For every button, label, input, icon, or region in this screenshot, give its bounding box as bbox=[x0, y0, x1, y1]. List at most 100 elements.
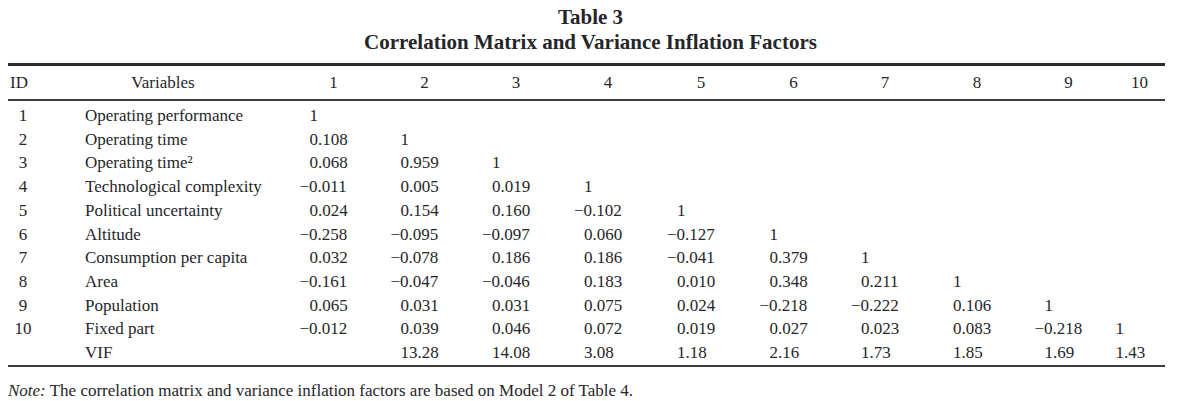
value: 0.154 bbox=[401, 199, 449, 223]
value-cell: 0.072 bbox=[562, 317, 654, 341]
value: 0.072 bbox=[584, 317, 632, 341]
value: 1.69 bbox=[1045, 341, 1093, 365]
value: 0.160 bbox=[492, 199, 540, 223]
value-cell bbox=[1023, 128, 1114, 152]
value-cell bbox=[1023, 175, 1114, 199]
value-cell bbox=[562, 151, 654, 175]
value-cell: 0.106 bbox=[931, 294, 1023, 318]
value-cell: 1.85 bbox=[931, 341, 1023, 366]
variable-name-cell: Consumption per capita bbox=[38, 246, 288, 270]
table-row-vif: VIF13.2814.083.081.182.161.731.851.691.4… bbox=[8, 341, 1165, 366]
value-cell: 1.73 bbox=[839, 341, 931, 366]
value-cell bbox=[931, 246, 1023, 270]
table-row-6: 6Altitude−0.258−0.095−0.0970.060−0.1271 bbox=[8, 223, 1165, 247]
col-header-3: 3 bbox=[470, 65, 562, 101]
value-cell: 0.959 bbox=[379, 151, 470, 175]
value-cell: 1 bbox=[1023, 294, 1114, 318]
col-header-10: 10 bbox=[1114, 65, 1165, 101]
value: 0.046 bbox=[492, 317, 540, 341]
value-cell bbox=[839, 128, 931, 152]
variable-name-cell: Altitude bbox=[38, 223, 288, 247]
table-row-4: 4Technological complexity−0.0110.0050.01… bbox=[8, 175, 1165, 199]
value: 0.005 bbox=[401, 175, 449, 199]
value-cell bbox=[379, 100, 470, 128]
value-cell: 1 bbox=[748, 223, 839, 247]
note-text: The correlation matrix and variance infl… bbox=[46, 381, 633, 400]
value: 1 bbox=[861, 246, 909, 270]
table-row-9: 9Population0.0650.0310.0310.0750.024−0.2… bbox=[8, 294, 1165, 318]
value-cell bbox=[1114, 151, 1165, 175]
value: 1.73 bbox=[861, 341, 909, 365]
value-cell bbox=[1114, 270, 1165, 294]
value: −0.046 bbox=[492, 270, 540, 294]
value-cell bbox=[1114, 223, 1165, 247]
value-cell: −0.095 bbox=[379, 223, 470, 247]
value: −0.218 bbox=[1045, 317, 1093, 341]
value-cell bbox=[1114, 100, 1165, 128]
variable-name-cell: Population bbox=[38, 294, 288, 318]
value-cell bbox=[470, 128, 562, 152]
value-cell: −0.078 bbox=[379, 246, 470, 270]
value-cell: −0.046 bbox=[470, 270, 562, 294]
row-id-cell: 4 bbox=[8, 175, 38, 199]
value: 0.027 bbox=[770, 317, 818, 341]
value-cell: −0.047 bbox=[379, 270, 470, 294]
table-row-2: 2Operating time0.1081 bbox=[8, 128, 1165, 152]
value-cell: 0.348 bbox=[748, 270, 839, 294]
col-header-4: 4 bbox=[562, 65, 654, 101]
value-cell bbox=[1114, 246, 1165, 270]
value-cell bbox=[562, 100, 654, 128]
value-cell: −0.218 bbox=[748, 294, 839, 318]
header-row: ID Variables 12345678910 bbox=[8, 65, 1165, 101]
variable-name-cell: Operating time bbox=[38, 128, 288, 152]
value-cell: 1.43 bbox=[1114, 341, 1165, 366]
value-cell bbox=[1114, 199, 1165, 223]
value-cell: −0.011 bbox=[288, 175, 379, 199]
value-cell: −0.041 bbox=[654, 246, 748, 270]
value-cell: −0.127 bbox=[654, 223, 748, 247]
value: 0.211 bbox=[861, 270, 909, 294]
value: 0.068 bbox=[310, 151, 358, 175]
value-cell bbox=[748, 128, 839, 152]
value: −0.097 bbox=[492, 223, 540, 247]
value: 0.010 bbox=[677, 270, 725, 294]
table-row-8: 8Area−0.161−0.047−0.0460.1830.0100.3480.… bbox=[8, 270, 1165, 294]
table-row-1: 1Operating performance1 bbox=[8, 100, 1165, 128]
value-cell: 0.186 bbox=[470, 246, 562, 270]
value-cell: 0.211 bbox=[839, 270, 931, 294]
value: 0.024 bbox=[677, 294, 725, 318]
correlation-matrix-table: ID Variables 12345678910 1Operating perf… bbox=[8, 63, 1165, 367]
value: 13.28 bbox=[401, 341, 449, 365]
value: −0.127 bbox=[677, 223, 725, 247]
value-cell: 1 bbox=[562, 175, 654, 199]
value-cell: −0.258 bbox=[288, 223, 379, 247]
table-row-5: 5Political uncertainty0.0240.1540.160−0.… bbox=[8, 199, 1165, 223]
col-header-5: 5 bbox=[654, 65, 748, 101]
value-cell: −0.012 bbox=[288, 317, 379, 341]
value-cell bbox=[654, 128, 748, 152]
variable-name-cell: Fixed part bbox=[38, 317, 288, 341]
value-cell: 0.032 bbox=[288, 246, 379, 270]
col-header-1: 1 bbox=[288, 65, 379, 101]
value-cell bbox=[1023, 223, 1114, 247]
value-cell: 0.023 bbox=[839, 317, 931, 341]
value: 0.032 bbox=[310, 246, 358, 270]
value: 0.019 bbox=[492, 175, 540, 199]
value-cell: 13.28 bbox=[379, 341, 470, 366]
value: 0.083 bbox=[953, 317, 1001, 341]
value-cell: 1 bbox=[1114, 317, 1165, 341]
col-header-7: 7 bbox=[839, 65, 931, 101]
value-cell: 14.08 bbox=[470, 341, 562, 366]
value-cell: 1 bbox=[379, 128, 470, 152]
table-row-10: 10Fixed part−0.0120.0390.0460.0720.0190.… bbox=[8, 317, 1165, 341]
col-header-2: 2 bbox=[379, 65, 470, 101]
value: 2.16 bbox=[770, 341, 818, 365]
value-cell: 0.024 bbox=[288, 199, 379, 223]
value-cell: 1.69 bbox=[1023, 341, 1114, 366]
row-id-cell: 6 bbox=[8, 223, 38, 247]
value-cell bbox=[931, 175, 1023, 199]
row-id-cell: 10 bbox=[8, 317, 38, 341]
value-cell: 3.08 bbox=[562, 341, 654, 366]
value: 0.186 bbox=[584, 246, 632, 270]
table-number-title: Table 3 bbox=[0, 0, 1181, 30]
